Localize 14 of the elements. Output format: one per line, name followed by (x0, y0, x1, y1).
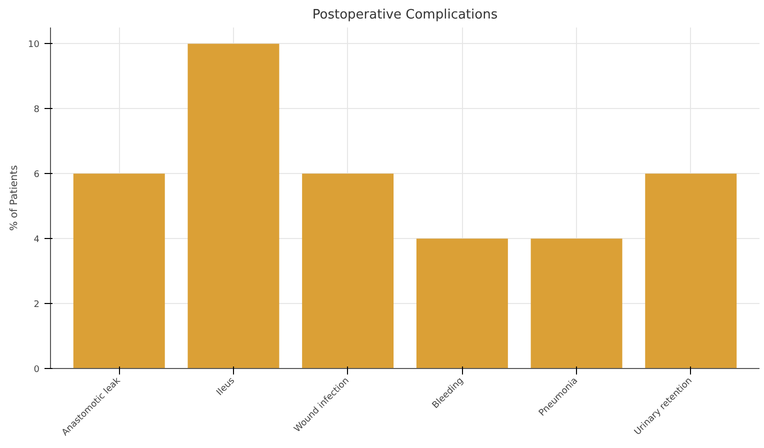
chart-title: Postoperative Complications (312, 8, 498, 22)
y-axis-title: % of Patients (9, 165, 20, 231)
y-tick-label: 2 (34, 300, 40, 310)
y-tick-label: 10 (28, 40, 40, 50)
bar (530, 238, 622, 368)
bar (302, 174, 394, 368)
bar (645, 174, 737, 368)
bar (188, 44, 280, 368)
bar (73, 174, 165, 368)
y-tick-label: 6 (34, 170, 40, 180)
y-tick-label: 8 (34, 105, 40, 116)
y-tick-label: 4 (34, 235, 40, 246)
bar (416, 238, 508, 368)
y-tick-label: 0 (34, 365, 40, 375)
